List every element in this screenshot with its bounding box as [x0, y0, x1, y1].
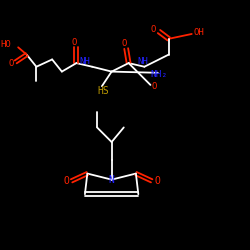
Text: O: O — [8, 58, 14, 68]
Text: O: O — [152, 82, 157, 91]
Text: O: O — [154, 176, 160, 186]
Text: NH₂: NH₂ — [150, 70, 168, 79]
Text: NH: NH — [138, 57, 148, 66]
Text: O: O — [63, 176, 69, 186]
Text: NH: NH — [79, 58, 90, 66]
Text: O: O — [151, 25, 156, 34]
Text: OH: OH — [193, 28, 204, 37]
Text: HO: HO — [0, 40, 11, 50]
Text: HS: HS — [97, 86, 109, 97]
Text: N: N — [109, 174, 114, 184]
Text: O: O — [121, 39, 126, 48]
Text: O: O — [71, 38, 77, 48]
